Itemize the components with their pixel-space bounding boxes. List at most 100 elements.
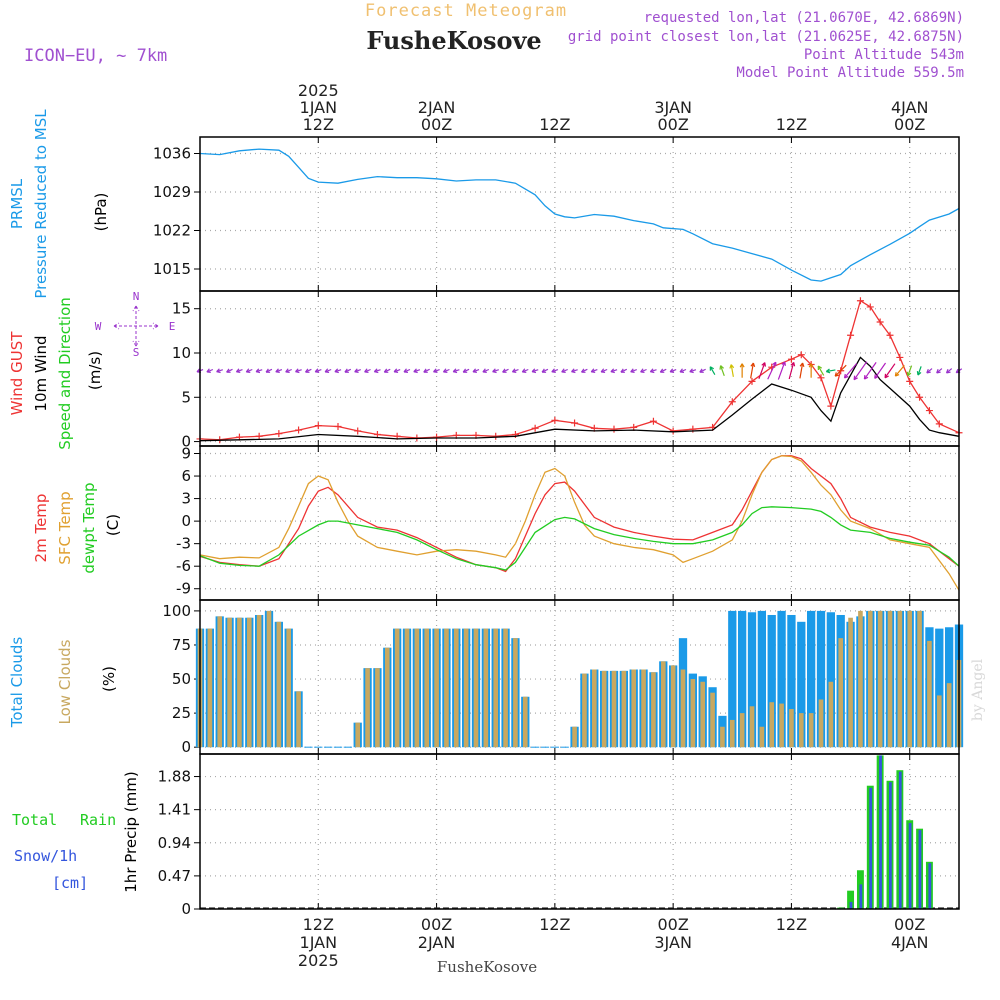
low-cloud-bar	[394, 628, 400, 748]
gust-marker	[571, 419, 579, 427]
low-cloud-bar	[749, 706, 755, 748]
footer-location: FusheKosove	[437, 958, 537, 976]
wind-arrow	[709, 366, 716, 375]
low-cloud-bar	[463, 628, 469, 748]
low-cloud-bar	[286, 628, 292, 748]
wind-arrow-shaft	[767, 361, 777, 380]
y-tick-label: 9	[181, 445, 191, 463]
wind-arrow-head	[423, 368, 428, 373]
bottom-time-label: 4JAN	[891, 933, 929, 952]
bottom-time-label: 12Z	[776, 915, 807, 934]
top-time-label: 12Z	[776, 115, 807, 134]
snow-bar	[879, 755, 882, 909]
y-tick-label: 25	[172, 704, 191, 722]
wind-arrow-head	[843, 373, 849, 379]
wind-arrow-head	[295, 368, 300, 374]
wind-arrow	[305, 368, 312, 373]
wind-arrow	[393, 368, 401, 373]
wind-arrow-head	[772, 361, 777, 367]
panel-label: Total Clouds	[8, 637, 26, 729]
wind-arrow-head	[482, 368, 487, 373]
wind-arrow-head	[729, 364, 735, 369]
low-cloud-bar	[818, 699, 824, 748]
low-cloud-bar	[582, 673, 587, 748]
low-cloud-bar	[946, 683, 952, 748]
top-time-label: 2JAN	[418, 98, 456, 117]
top-time-label: 00Z	[421, 115, 452, 134]
low-cloud-bar	[246, 617, 252, 748]
wind-arrow	[936, 368, 943, 374]
top-time-label: 2025	[298, 81, 339, 100]
low-cloud-bar	[828, 681, 834, 748]
total-cloud-bar	[816, 610, 826, 748]
wind-arrow-shaft	[788, 362, 795, 380]
wind-arrow	[884, 363, 896, 379]
wind-arrow	[739, 363, 745, 378]
gust-marker	[531, 424, 539, 432]
wind-arrow	[719, 365, 725, 376]
y-tick-label: 1.88	[158, 768, 191, 786]
total-cloud-bar	[935, 628, 944, 748]
wind-arrow	[462, 368, 470, 373]
snow-label: Snow/1h	[14, 847, 77, 865]
y-tick-label: 1036	[153, 145, 191, 163]
wind-arrow	[689, 368, 697, 374]
gust-marker	[906, 377, 914, 385]
low-cloud-bar	[384, 647, 390, 748]
wind-arrow-head	[472, 368, 477, 373]
gust-marker	[649, 417, 657, 425]
y-tick-label: 5	[181, 388, 191, 406]
wind-arrow-head	[502, 368, 507, 373]
low-cloud-bar	[365, 668, 370, 748]
low-cloud-bar	[256, 614, 262, 748]
wind-arrow-head	[442, 368, 448, 373]
top-time-label: 4JAN	[891, 98, 929, 117]
gust-marker	[787, 355, 795, 363]
low-cloud-bar	[887, 610, 893, 748]
snow-bar	[869, 787, 873, 909]
wind-arrow-head	[354, 368, 359, 373]
gust-marker	[797, 351, 805, 359]
wind-arrow	[834, 364, 847, 377]
low-cloud-bar	[424, 628, 430, 748]
wind-arrow-head	[571, 368, 576, 374]
wind-arrow-shaft	[853, 361, 868, 381]
y-tick-label: 1.41	[158, 801, 191, 819]
wind-arrow	[452, 368, 460, 374]
wind-arrow	[285, 368, 292, 373]
low-cloud-bar	[621, 670, 627, 748]
wind-arrow-head	[640, 368, 645, 373]
gust-marker	[935, 420, 943, 428]
low-cloud-bar	[473, 628, 479, 748]
wind-arrow-head	[314, 368, 320, 373]
wind-arrow	[541, 368, 549, 373]
watermark: by Angel	[970, 658, 986, 721]
gust-marker	[817, 374, 825, 382]
wind-arrow-head	[452, 368, 458, 374]
low-cloud-bar	[434, 628, 439, 748]
y-tick-label: 0	[181, 900, 191, 918]
bottom-time-label: 00Z	[894, 915, 925, 934]
wind-arrow-head	[521, 368, 527, 373]
low-cloud-bar	[453, 628, 459, 748]
wind-arrow	[383, 368, 391, 373]
low-cloud-bar	[296, 691, 301, 748]
wind-arrow-head	[285, 368, 290, 373]
wind-arrow-head	[413, 368, 418, 374]
gust-marker	[847, 331, 855, 339]
low-cloud-bar	[572, 726, 577, 748]
wind-arrow-head	[761, 362, 766, 367]
wind-arrow	[679, 368, 687, 373]
wind-arrow-head	[817, 365, 823, 371]
pressure-label: PRMSL	[8, 178, 26, 229]
wind-arrow	[945, 368, 953, 374]
low-cloud-bar	[917, 610, 922, 748]
gust-marker	[610, 425, 618, 433]
snow-bar	[918, 830, 922, 909]
bottom-time-label: 00Z	[657, 915, 688, 934]
rain-bar	[847, 890, 855, 909]
wind-arrow	[777, 361, 786, 380]
series-line	[199, 455, 960, 591]
y-tick-label: 0.47	[158, 867, 191, 885]
